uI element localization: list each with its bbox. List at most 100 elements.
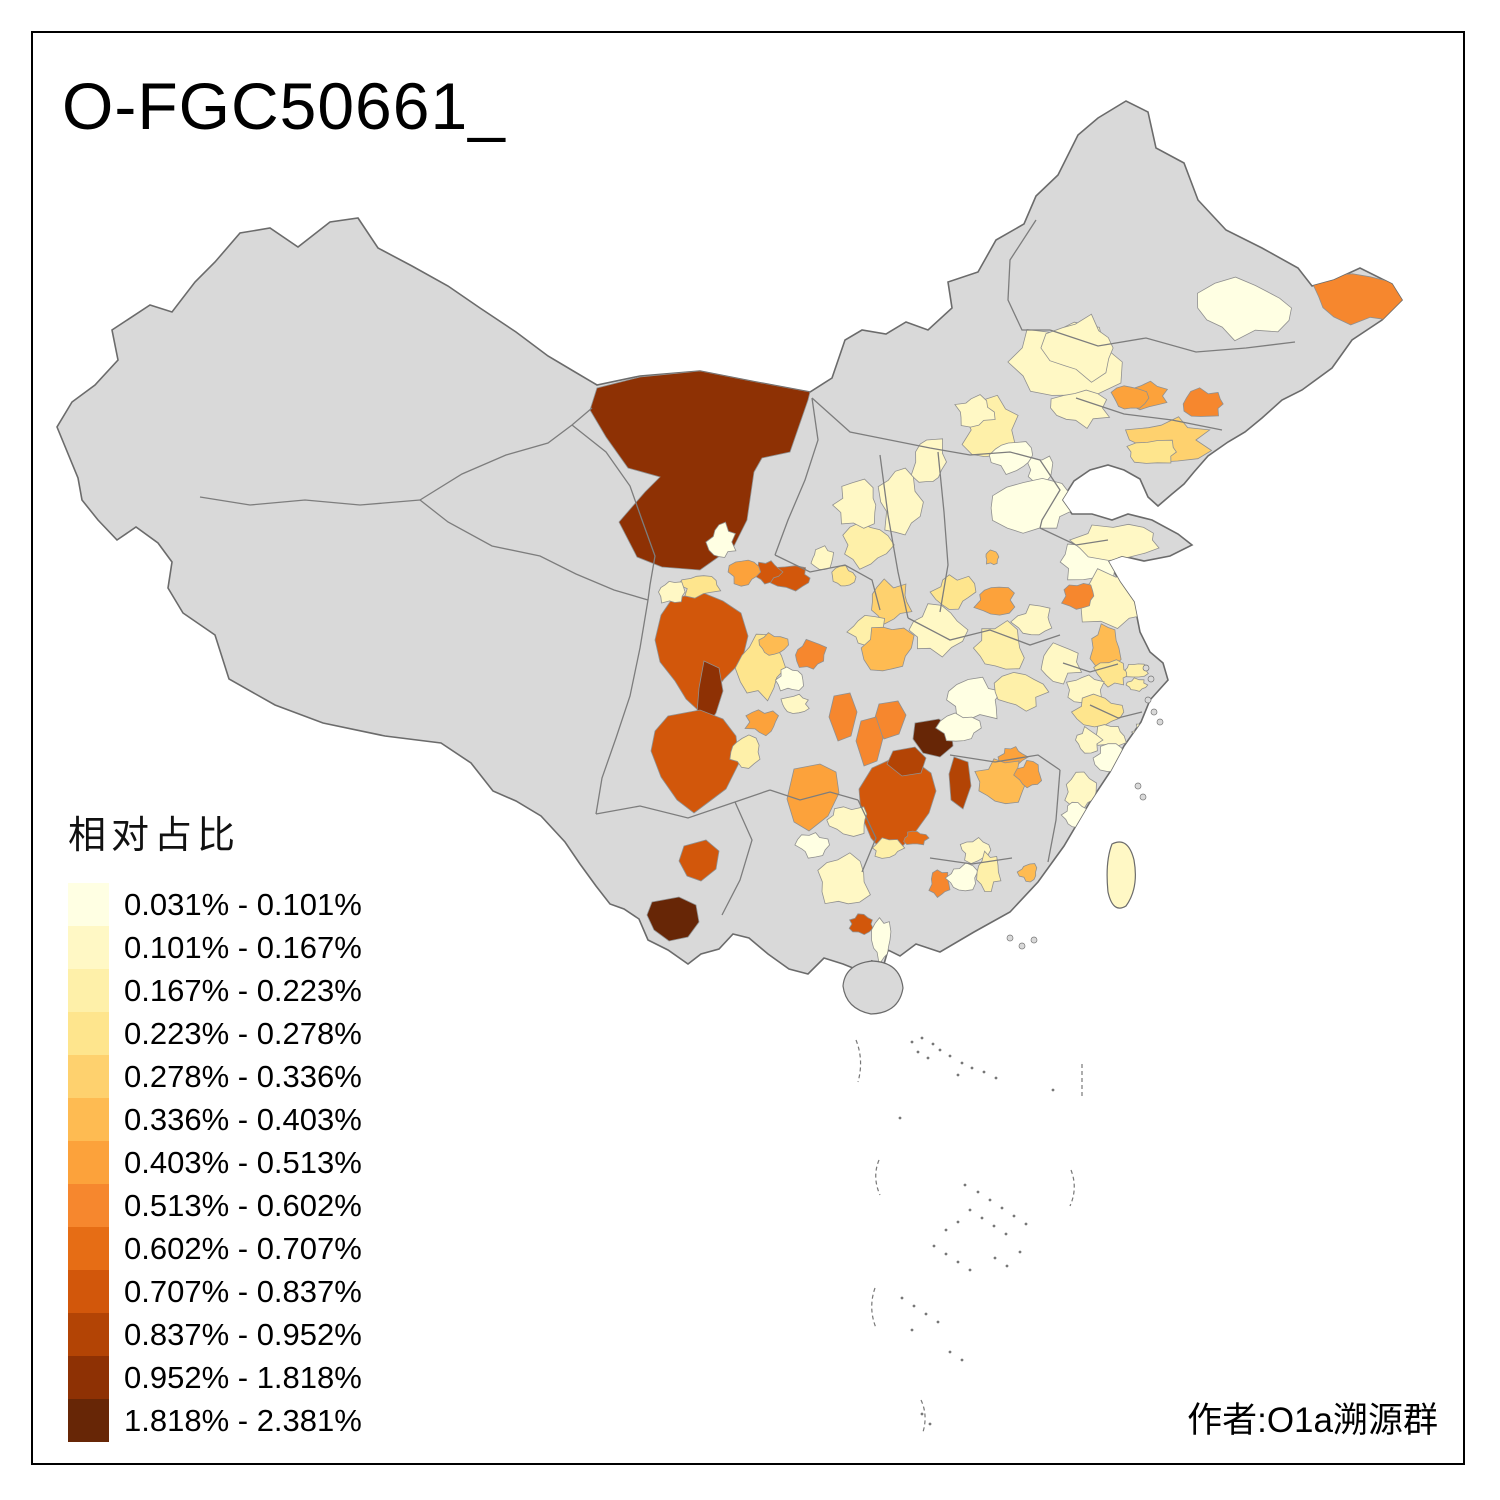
map-region xyxy=(877,467,924,536)
taiwan-island xyxy=(1106,841,1136,909)
map-region xyxy=(848,913,874,936)
map-region xyxy=(1064,771,1097,811)
legend-swatch xyxy=(68,1055,109,1098)
province-border xyxy=(419,407,593,501)
map-region xyxy=(1093,659,1133,688)
coastal-islet xyxy=(1134,782,1142,790)
sea-boundary-dash xyxy=(875,1159,881,1196)
legend-row: 0.101% - 0.167% xyxy=(68,926,362,969)
sea-island-dot xyxy=(980,1216,984,1220)
map-region xyxy=(705,521,737,558)
legend-label: 0.336% - 0.403% xyxy=(124,1102,362,1137)
map-region xyxy=(976,850,1002,892)
map-region xyxy=(1050,389,1111,429)
map-region xyxy=(972,620,1025,670)
map-region xyxy=(993,671,1050,712)
sea-island-dot xyxy=(944,1228,948,1232)
region-layer xyxy=(589,273,1402,966)
province-border xyxy=(1007,219,1050,331)
sea-island-dot xyxy=(982,1070,986,1074)
sea-island-dot xyxy=(1000,1206,1004,1210)
sea-island-dot xyxy=(936,1320,940,1324)
sea-island-dot xyxy=(938,1048,942,1052)
coastal-islet xyxy=(1142,664,1150,672)
province-border xyxy=(857,799,877,873)
map-region xyxy=(831,565,857,587)
map-region xyxy=(1016,863,1038,883)
legend-row: 0.403% - 0.513% xyxy=(68,1141,362,1184)
legend-swatch xyxy=(68,1184,109,1227)
sea-island-dot xyxy=(920,1412,924,1416)
sea-island-dot xyxy=(956,1073,960,1077)
legend-row: 0.167% - 0.223% xyxy=(68,969,362,1012)
map-region xyxy=(935,712,982,742)
province-border xyxy=(1049,329,1296,353)
sea-island-dot xyxy=(992,1224,996,1228)
sea-island-dot xyxy=(988,1198,992,1202)
map-region xyxy=(828,692,858,742)
legend-swatch xyxy=(68,1399,109,1442)
sea-island-dot xyxy=(1051,1088,1055,1092)
coastal-islet xyxy=(1144,696,1152,704)
sea-island-dot xyxy=(1005,1264,1009,1268)
hainan-island xyxy=(842,960,904,1015)
legend-row: 0.336% - 0.403% xyxy=(68,1098,362,1141)
legend-row: 0.837% - 0.952% xyxy=(68,1313,362,1356)
province-border xyxy=(1047,769,1061,863)
map-region xyxy=(1182,387,1224,417)
province-border xyxy=(769,789,859,801)
sea-island-dot xyxy=(916,1050,920,1054)
legend-label: 0.167% - 0.223% xyxy=(124,973,362,1008)
map-region xyxy=(944,862,979,892)
province-border xyxy=(929,857,1013,865)
sea-island-dot xyxy=(960,1061,964,1065)
sea-boundary-dash xyxy=(855,1039,862,1083)
map-region xyxy=(1126,439,1177,464)
province-border xyxy=(949,754,1061,771)
province-border xyxy=(199,496,421,506)
map-region xyxy=(886,746,927,777)
sea-boundary-dash xyxy=(920,1399,926,1433)
map-region xyxy=(988,441,1034,475)
map-region xyxy=(903,830,930,846)
coastal-islet xyxy=(1018,942,1026,950)
map-region xyxy=(774,666,804,692)
sea-boundary-dash xyxy=(871,1287,877,1329)
map-region xyxy=(928,869,951,899)
sea-island-dot xyxy=(948,1054,952,1058)
province-border xyxy=(1089,704,1143,719)
map-region xyxy=(946,676,1003,721)
sea-island-dot xyxy=(1012,1214,1016,1218)
map-region xyxy=(795,638,828,670)
sea-island-dot xyxy=(1018,1250,1022,1254)
map-region xyxy=(1068,523,1160,561)
map-region xyxy=(1124,663,1149,678)
attribution: 作者:O1a溯源群 xyxy=(1187,1401,1438,1440)
coastal-islet xyxy=(1006,934,1014,942)
map-region xyxy=(842,521,895,570)
map-region xyxy=(948,756,972,810)
province-border xyxy=(721,801,753,916)
sea-island-dot xyxy=(993,1256,997,1260)
sea-island-dot xyxy=(956,1260,960,1264)
map-region xyxy=(990,477,1079,534)
legend-swatch xyxy=(68,926,109,969)
map-region xyxy=(973,586,1016,616)
map-region xyxy=(1075,725,1104,754)
province-border xyxy=(1062,662,1119,673)
province-border xyxy=(1075,397,1223,431)
sea-island-dot xyxy=(968,1208,972,1212)
map-region xyxy=(974,758,1027,805)
sea-island-dot xyxy=(910,1328,914,1332)
map-region xyxy=(908,603,969,658)
map-region xyxy=(1010,604,1053,636)
map-region xyxy=(860,626,915,672)
map-region xyxy=(727,559,762,587)
legend-label: 0.031% - 0.101% xyxy=(124,887,362,922)
coastal-islet xyxy=(1030,936,1038,944)
map-region xyxy=(855,716,884,767)
map-region xyxy=(786,763,840,832)
coastal-islet xyxy=(1156,718,1164,726)
map-region xyxy=(817,852,871,905)
coastal-islet xyxy=(1147,675,1155,683)
